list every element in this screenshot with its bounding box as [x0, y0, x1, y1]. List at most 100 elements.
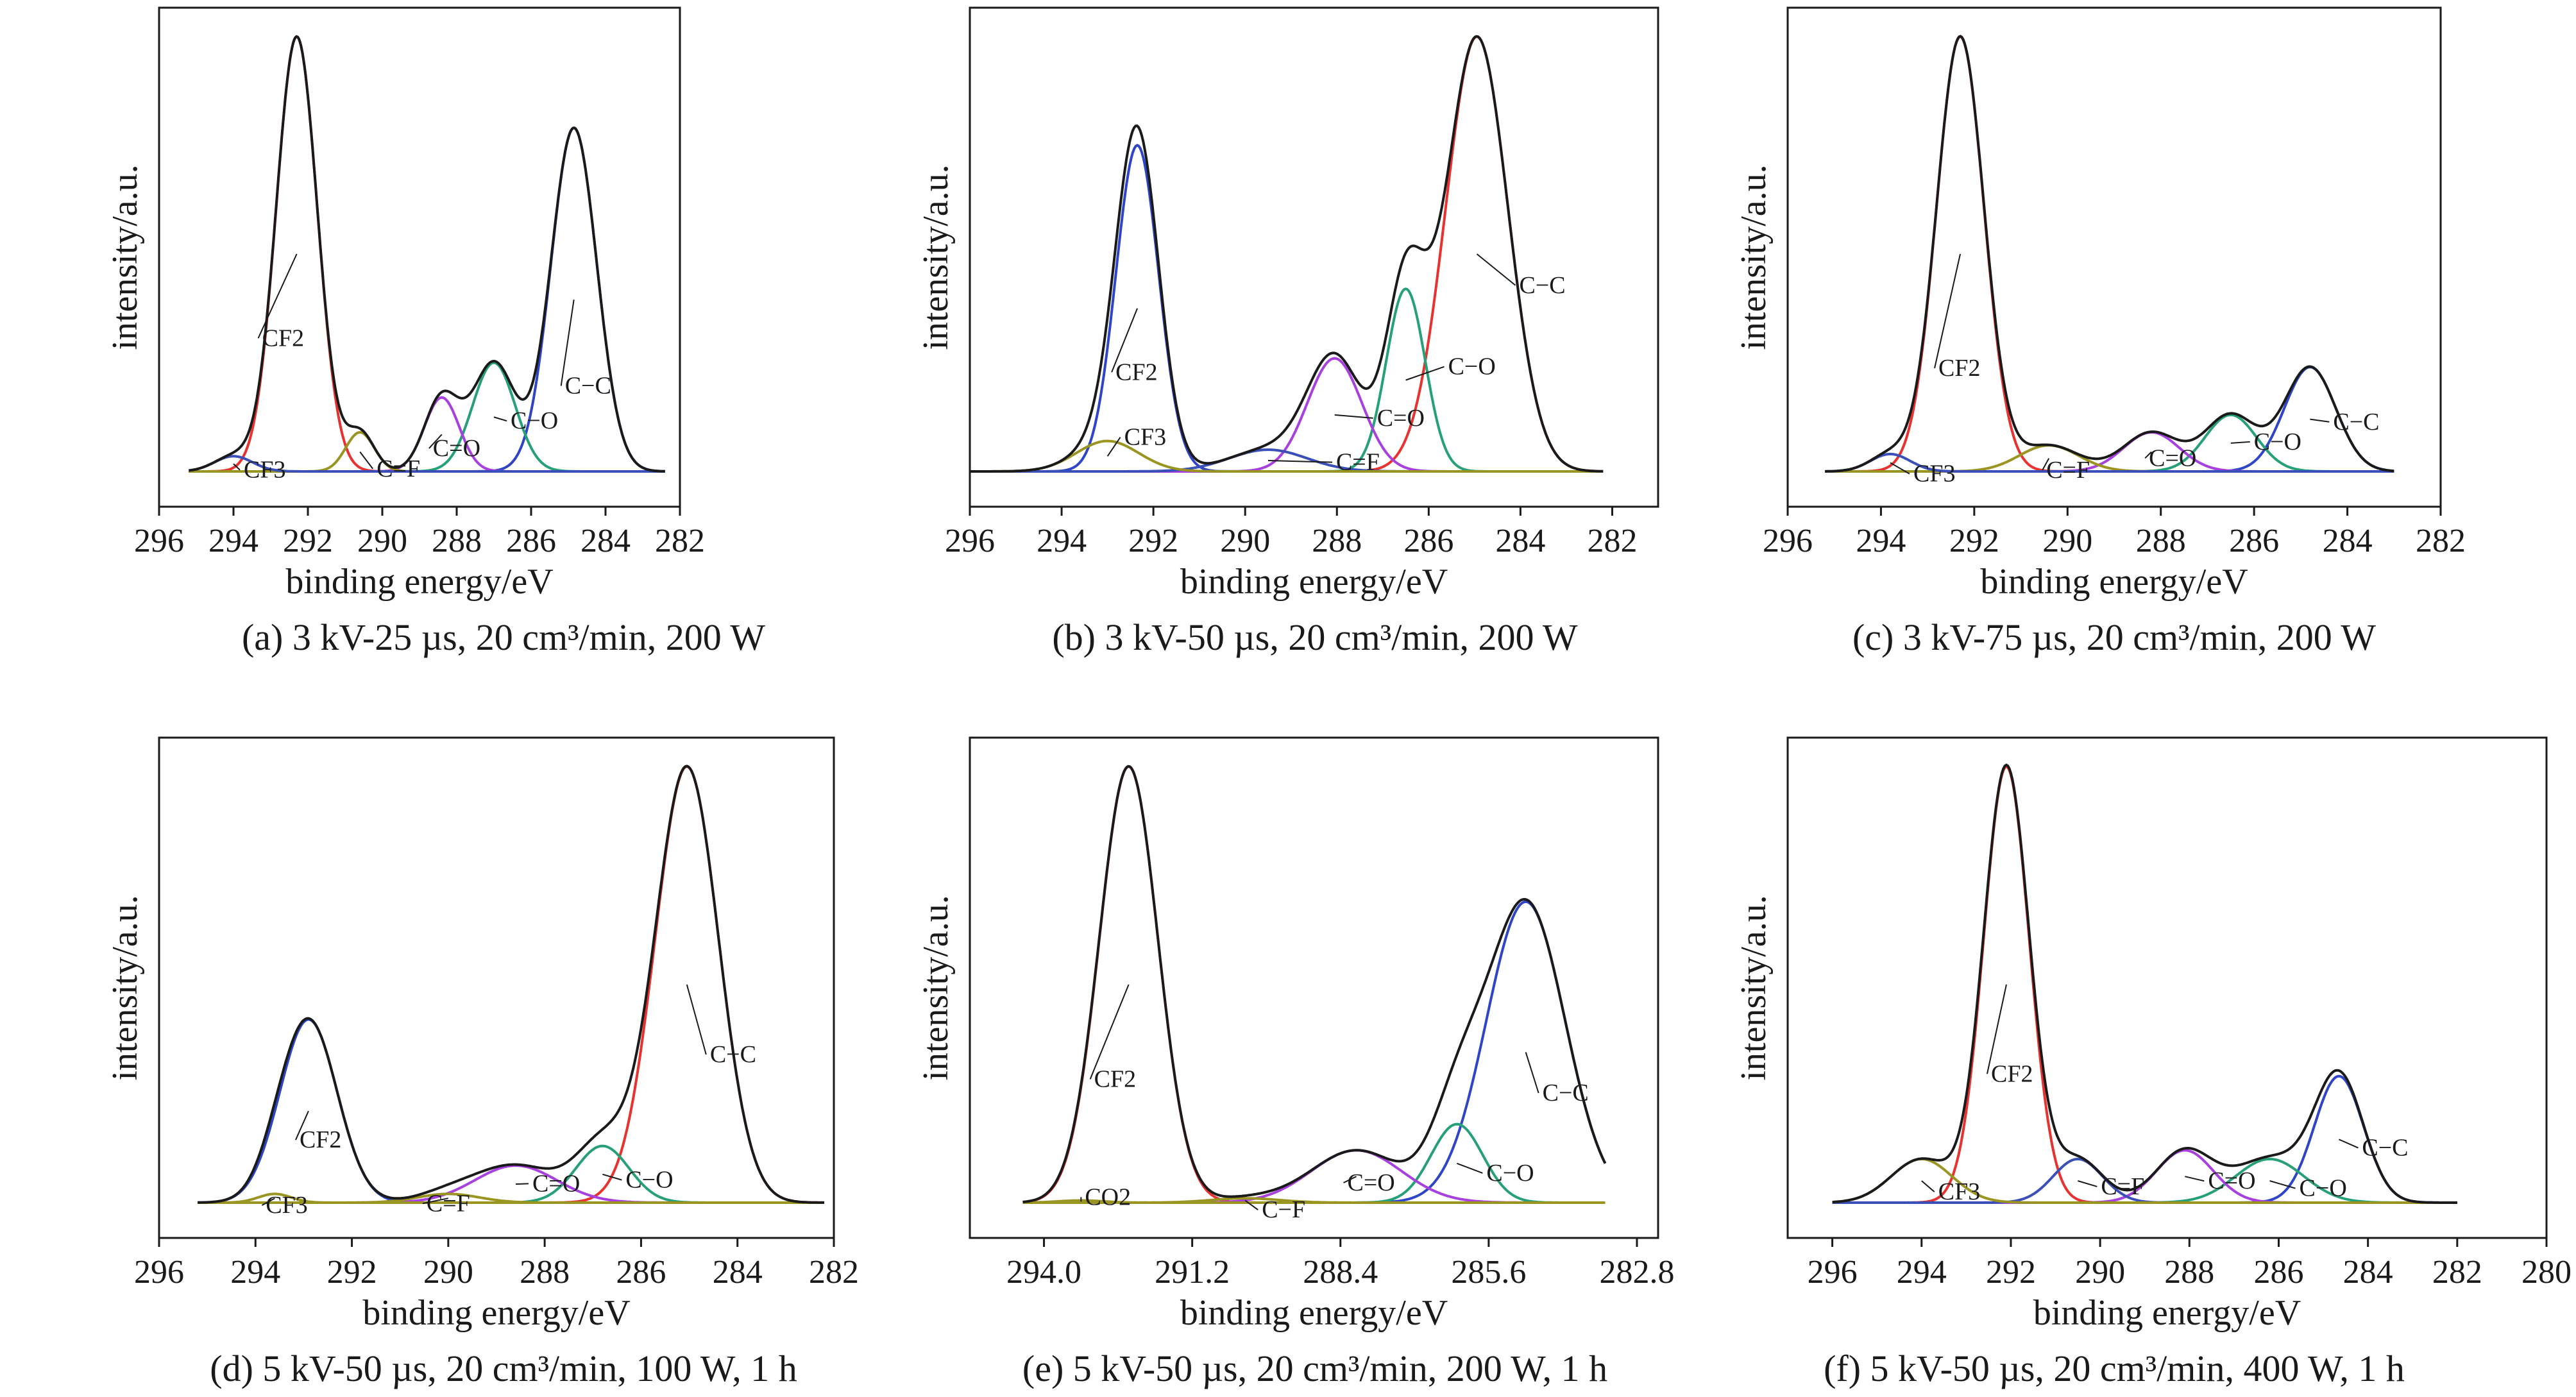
label-leader	[2042, 458, 2050, 471]
label-leader	[428, 434, 443, 449]
x-tick-label: 284	[580, 523, 631, 559]
label-leader	[2230, 441, 2250, 444]
x-tick-label: 291.2	[1155, 1254, 1230, 1291]
plot-frame	[1786, 736, 2548, 1239]
x-tick-label: 294.0	[1006, 1254, 1081, 1291]
peak-label: C=O	[1348, 1169, 1395, 1196]
label-leader	[1106, 437, 1121, 457]
peak-label: CF2	[1991, 1060, 2033, 1087]
envelope-curve	[1825, 35, 2394, 473]
peak-label: CF3	[1938, 1178, 1980, 1205]
label-leader	[1267, 460, 1332, 463]
x-tick-label: 282	[655, 523, 705, 559]
x-tick-label: 288	[1312, 523, 1362, 559]
peak-label: C=F	[427, 1190, 470, 1217]
peak-label: C−C	[2333, 409, 2379, 436]
label-leader	[1089, 984, 1130, 1080]
component-cf3	[1825, 452, 2394, 473]
x-tick-label: 290	[1220, 523, 1270, 559]
component-cf3	[189, 455, 665, 473]
y-axis-title: intensity/a.u.	[1734, 164, 1774, 350]
peak-label: C−O	[2254, 428, 2301, 455]
label-leader	[1476, 253, 1516, 286]
label-leader	[686, 984, 707, 1055]
peak-label: CF3	[244, 457, 285, 484]
x-tick-label: 282	[2432, 1254, 2482, 1291]
x-tick-label: 282	[809, 1254, 859, 1291]
peak-label: CF2	[300, 1126, 341, 1153]
panel-d: 296 294 292 290 288 286 284 282 binding energy/e…	[105, 736, 859, 1389]
peak-label: C=F	[2046, 457, 2090, 484]
label-leader	[1244, 1199, 1258, 1210]
label-leader	[2269, 1180, 2296, 1189]
x-axis-title: binding energy/eV	[1180, 562, 1448, 602]
envelope-curve	[189, 35, 665, 473]
peak-label: C−O	[1448, 353, 1496, 380]
label-leader	[1405, 366, 1445, 381]
envelope-curve	[1022, 765, 1607, 1203]
label-leader	[1456, 1162, 1483, 1174]
x-tick-label: 284	[2323, 523, 2373, 559]
x-tick-label: 282	[2416, 523, 2466, 559]
label-leader	[602, 1173, 622, 1181]
label-leader	[493, 416, 507, 422]
x-axis-title: binding energy/eV	[2033, 1293, 2301, 1333]
panel-e: 294.0 291.2 288.4 285.6 282.8 binding energy/…	[916, 736, 1674, 1389]
peak-label: C=O	[2149, 444, 2196, 471]
panel-caption: (c) 3 kV-75 µs, 20 cm³/min, 200 W	[1852, 616, 2376, 658]
component-cf3	[970, 439, 1604, 473]
label-leader	[1890, 462, 1910, 475]
x-tick-label: 288	[520, 1254, 570, 1291]
peak-label: CF2	[1938, 355, 1980, 382]
x-tick-label: 288	[2164, 1254, 2214, 1291]
peak-label: CF2	[262, 325, 304, 351]
label-leader	[1525, 1052, 1539, 1094]
panel-a: 296 294 292 290 288 286 284 282 binding energy/e…	[105, 6, 765, 658]
peak-label: C−C	[1543, 1080, 1589, 1106]
x-tick-label: 296	[1763, 523, 1813, 559]
plot-frame	[969, 736, 1659, 1239]
x-tick-label: 286	[2253, 1254, 2303, 1291]
panel-caption: (a) 3 kV-25 µs, 20 cm³/min, 200 W	[242, 616, 765, 658]
x-tick-label: 294	[208, 523, 258, 559]
label-leader	[2078, 1180, 2097, 1187]
y-axis-title: intensity/a.u.	[916, 164, 956, 350]
peak-label: CF2	[1115, 359, 1157, 385]
plot-frame	[158, 6, 681, 508]
x-tick-label: 290	[357, 523, 407, 559]
x-tick-label: 292	[1986, 1254, 2036, 1291]
x-axis-title: binding energy/eV	[362, 1293, 630, 1333]
component-cf3	[1832, 1157, 2457, 1204]
panel-caption: (f) 5 kV-50 µs, 20 cm³/min, 400 W, 1 h	[1824, 1348, 2405, 1389]
panel-caption: (e) 5 kV-50 µs, 20 cm³/min, 200 W, 1 h	[1022, 1348, 1607, 1389]
label-leader	[1334, 414, 1373, 419]
x-tick-label: 292	[1128, 523, 1178, 559]
x-tick-label: 292	[283, 523, 333, 559]
y-axis-title: intensity/a.u.	[1734, 895, 1774, 1080]
component-cf3	[198, 1192, 824, 1204]
y-axis-title: intensity/a.u.	[916, 895, 956, 1080]
peak-label: C−O	[2300, 1175, 2347, 1202]
peak-label: C−F	[1262, 1196, 1305, 1223]
panel-b: 296 294 292 290 288 286 284 282 binding energy/e…	[916, 6, 1659, 658]
x-tick-label: 294	[1037, 523, 1087, 559]
peak-label: C=O	[532, 1170, 580, 1197]
x-tick-label: 288	[2136, 523, 2186, 559]
x-tick-label: 290	[423, 1254, 473, 1291]
peak-label: C−O	[1486, 1160, 1534, 1187]
peak-label: CO2	[1085, 1183, 1131, 1210]
label-leader	[261, 1198, 275, 1206]
peak-label: C−C	[565, 373, 611, 400]
peak-label: C=F	[1336, 449, 1380, 476]
label-leader	[233, 463, 241, 471]
x-tick-label: 296	[1808, 1254, 1858, 1291]
label-leader	[257, 253, 298, 339]
x-tick-label: 284	[1495, 523, 1545, 559]
peak-label: CF3	[1124, 424, 1166, 451]
peak-label: C−O	[511, 407, 558, 434]
x-tick-label: 288.4	[1303, 1254, 1378, 1291]
x-tick-label: 282	[1587, 523, 1637, 559]
label-leader	[1111, 308, 1139, 373]
x-tick-label: 296	[134, 523, 184, 559]
x-tick-label: 294	[1897, 1254, 1947, 1291]
